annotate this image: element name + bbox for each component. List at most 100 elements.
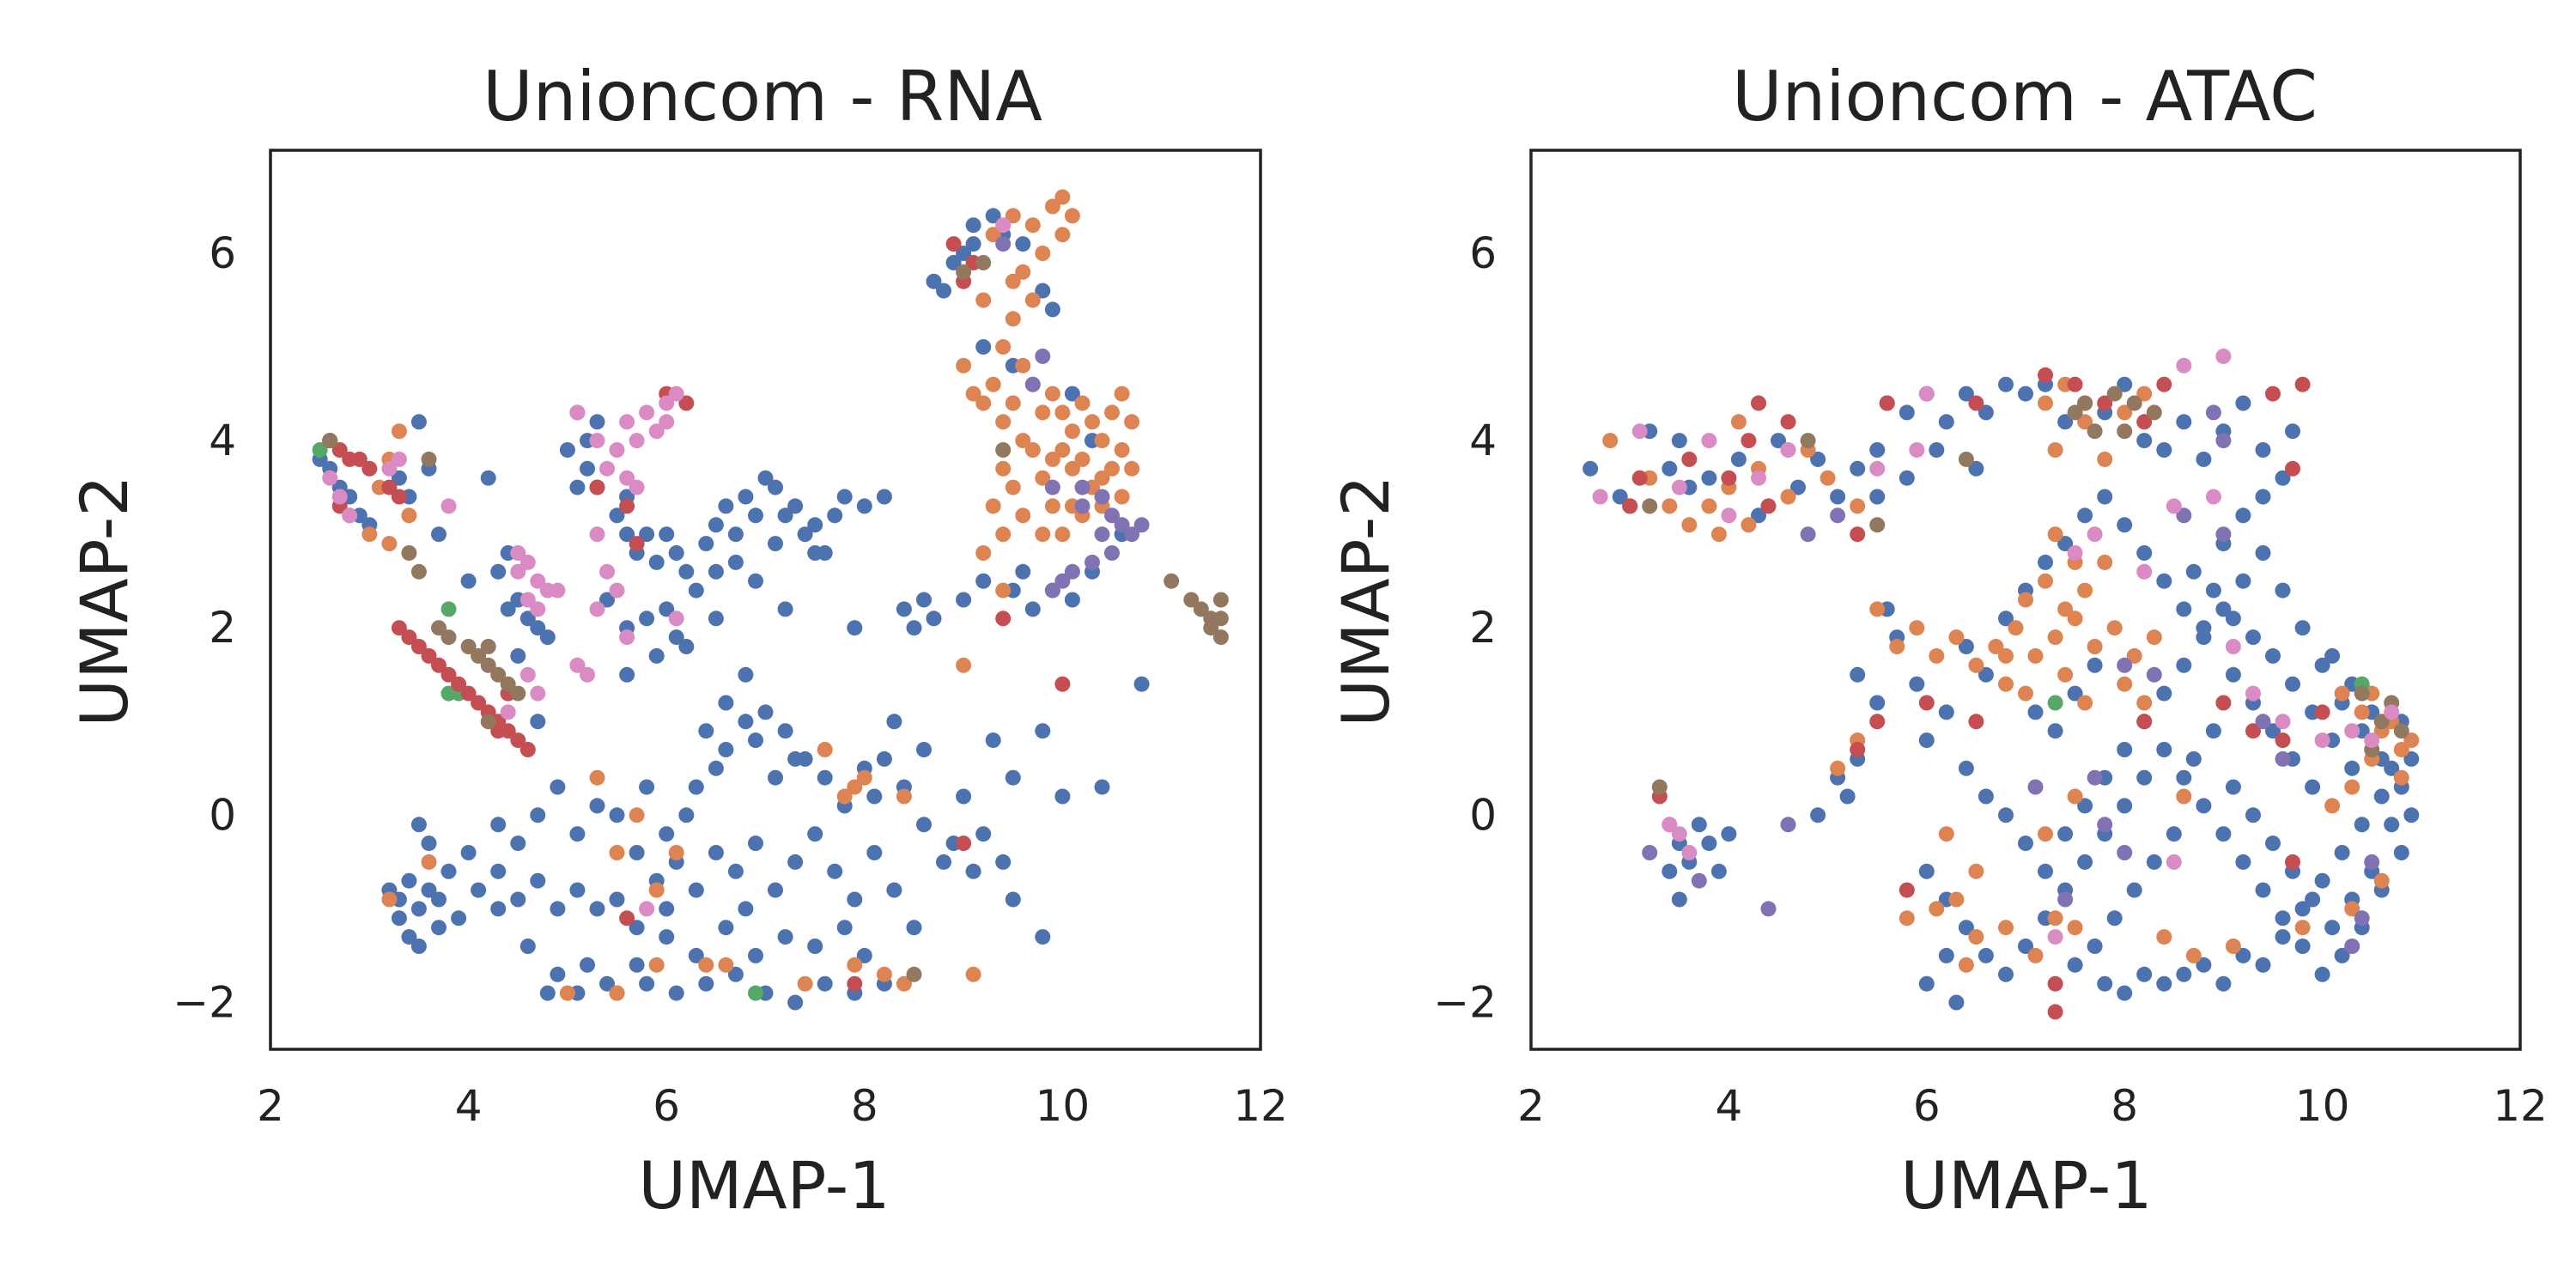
rna-x-tick-label: 12 <box>1233 1081 1288 1131</box>
rna-data-point <box>659 901 675 917</box>
atac-data-point <box>2126 882 2142 898</box>
rna-data-point <box>807 826 823 842</box>
rna-data-point <box>569 882 586 898</box>
atac-data-point <box>1918 975 1935 992</box>
rna-data-point <box>1024 601 1041 617</box>
atac-data-point <box>1710 526 1727 543</box>
rna-data-point <box>342 507 358 524</box>
rna-data-point <box>1064 563 1080 580</box>
atac-data-point <box>2047 695 2063 711</box>
rna-data-point <box>995 460 1012 477</box>
atac-data-point <box>1929 442 1945 458</box>
atac-data-point <box>2097 554 2113 570</box>
atac-data-point <box>2047 1004 2063 1020</box>
atac-data-point <box>2146 404 2162 421</box>
rna-data-point <box>945 236 962 252</box>
atac-data-point <box>2077 695 2093 711</box>
atac-data-point <box>2126 647 2142 664</box>
rna-data-point <box>451 676 467 692</box>
rna-data-point <box>401 929 417 945</box>
rna-data-point <box>629 479 645 495</box>
atac-data-point <box>2117 845 2133 860</box>
rna-data-point <box>480 639 496 654</box>
atac-data-point <box>1622 498 1638 514</box>
rna-data-point <box>876 966 892 982</box>
rna-data-point <box>1212 629 1229 646</box>
atac-data-point <box>2285 423 2300 440</box>
rna-data-point <box>629 845 645 860</box>
rna-data-point <box>519 666 536 683</box>
atac-data-point <box>1671 479 1687 495</box>
rna-data-point <box>797 526 813 543</box>
atac-data-point <box>2196 451 2212 467</box>
atac-data-point <box>2087 769 2103 786</box>
rna-data-point <box>836 920 853 936</box>
rna-data-point <box>708 563 724 580</box>
rna-data-point <box>777 929 793 945</box>
rna-data-point <box>847 957 863 973</box>
rna-data-point <box>956 264 972 280</box>
rna-data-point <box>886 714 902 730</box>
atac-data-point <box>2047 629 2063 646</box>
atac-data-point <box>1978 788 1994 805</box>
rna-data-point <box>510 647 526 664</box>
rna-data-point <box>510 732 526 749</box>
rna-data-point <box>1005 769 1021 786</box>
rna-y-tick-label: 0 <box>209 790 236 840</box>
atac-data-point <box>1998 647 2014 664</box>
rna-data-point <box>609 582 625 598</box>
rna-data-point <box>995 854 1012 870</box>
rna-data-point <box>718 695 734 711</box>
rna-data-point <box>1054 189 1071 205</box>
atac-data-point <box>2384 704 2400 720</box>
atac-y-tick-label: 0 <box>1469 790 1497 840</box>
rna-data-point <box>410 901 427 917</box>
atac-data-point <box>2354 910 2370 927</box>
atac-data-point <box>2018 939 2033 954</box>
atac-data-point <box>2136 386 2153 402</box>
rna-data-point <box>1054 526 1071 543</box>
rna-data-point <box>1094 526 1110 543</box>
rna-data-point <box>807 939 823 954</box>
atac-data-point <box>2265 723 2281 739</box>
atac-data-point <box>2136 769 2153 786</box>
rna-data-point <box>510 545 526 561</box>
rna-data-point <box>1104 507 1120 524</box>
rna-data-point <box>975 545 992 561</box>
atac-data-point <box>2176 414 2192 430</box>
rna-data-point <box>510 685 526 702</box>
atac-data-point <box>2176 357 2192 374</box>
atac-data-point <box>2077 414 2093 430</box>
rna-data-point <box>519 939 536 954</box>
rna-data-point <box>1015 563 1031 580</box>
rna-data-point <box>916 817 932 833</box>
rna-data-point <box>440 863 457 879</box>
rna-data-point <box>678 807 695 823</box>
rna-x-tick-label: 10 <box>1036 1081 1091 1131</box>
atac-data-point <box>2057 891 2074 908</box>
atac-data-point <box>2235 854 2251 870</box>
rna-data-point <box>827 507 843 524</box>
rna-data-point <box>539 629 556 646</box>
atac-data-point <box>1978 404 1994 421</box>
rna-data-point <box>1044 451 1060 467</box>
atac-data-point <box>1583 460 1599 477</box>
atac-data-point <box>2235 947 2251 963</box>
rna-data-point <box>510 891 526 908</box>
rna-data-point <box>440 629 457 646</box>
rna-data-point <box>500 601 516 617</box>
atac-data-point <box>2117 376 2133 392</box>
rna-data-point <box>629 433 645 449</box>
rna-data-point <box>1005 208 1021 224</box>
atac-data-point <box>2156 573 2172 589</box>
rna-data-point <box>836 788 853 805</box>
atac-data-point <box>2275 732 2291 749</box>
atac-data-point <box>1741 517 1757 533</box>
rna-data-point <box>1035 723 1051 739</box>
atac-data-point <box>2156 376 2172 392</box>
rna-data-point <box>609 845 625 860</box>
rna-data-point <box>777 507 793 524</box>
atac-data-point <box>2215 826 2232 842</box>
atac-data-point <box>1830 507 1846 524</box>
atac-data-point <box>2156 685 2172 702</box>
